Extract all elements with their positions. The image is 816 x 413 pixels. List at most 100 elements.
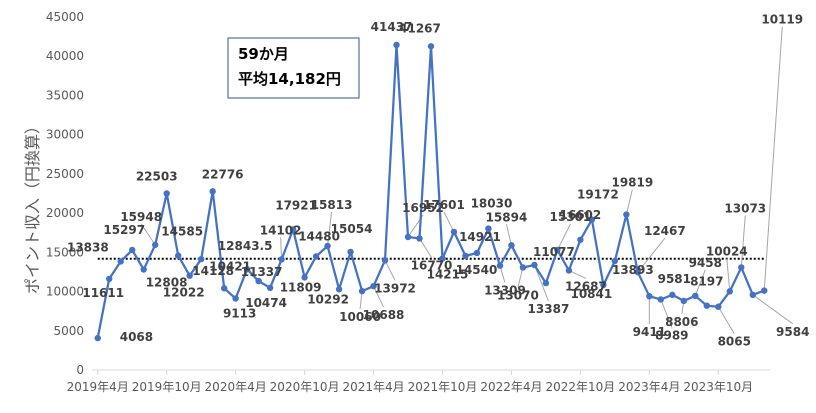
data-point <box>611 257 619 265</box>
x-tick-label: 2020年4月 <box>205 380 267 394</box>
data-point <box>439 255 446 262</box>
data-label: 12467 <box>644 224 686 238</box>
data-point <box>692 292 699 300</box>
data-label: 9584 <box>776 325 809 339</box>
data-label: 14480 <box>298 229 340 243</box>
data-label: 8806 <box>665 315 698 329</box>
data-point <box>197 255 205 263</box>
data-point <box>381 257 389 264</box>
data-series <box>94 41 768 342</box>
data-label: 22503 <box>136 169 178 183</box>
x-tick-label: 2023年10月 <box>683 380 753 394</box>
x-tick-label: 2019年4月 <box>67 380 129 394</box>
data-label: 17921 <box>275 198 317 212</box>
x-axis-ticks: 2019年4月 2019年10月 2020年4月 2020年10月 2021年4月 202… <box>67 370 753 394</box>
data-label: 15301 <box>550 210 592 224</box>
data-label: 14102 <box>260 223 302 237</box>
data-point <box>289 226 297 233</box>
data-label: 18030 <box>471 197 513 211</box>
y-tick-label: 10000 <box>46 285 84 299</box>
data-point <box>485 225 492 232</box>
data-label: 15813 <box>311 198 353 212</box>
label-leader-line <box>280 237 283 260</box>
data-label: 10060 <box>339 310 381 324</box>
label-leader-line <box>726 258 731 292</box>
label-leader-line <box>533 264 549 302</box>
label-leader-line <box>625 189 633 215</box>
data-point <box>761 287 768 294</box>
label-leader-line <box>763 26 783 291</box>
y-tick-label: 30000 <box>46 128 84 142</box>
label-leader-line <box>740 215 746 268</box>
data-point <box>358 287 366 295</box>
data-point <box>106 275 113 283</box>
data-label-latest: 10119 <box>761 13 803 27</box>
data-point <box>531 261 538 269</box>
label-leader-line <box>717 306 735 334</box>
data-point <box>588 216 596 223</box>
data-point <box>749 291 756 299</box>
data-label: 13070 <box>497 288 539 302</box>
data-label: 17601 <box>423 198 465 212</box>
data-point <box>634 269 642 276</box>
data-label: 10292 <box>307 292 349 306</box>
data-point <box>554 246 561 254</box>
data-label: 9458 <box>689 256 722 270</box>
y-tick-label: 40000 <box>46 49 84 63</box>
data-point <box>450 228 458 236</box>
data-point <box>255 277 262 285</box>
data-label: 11809 <box>280 280 322 294</box>
label-leader-line <box>517 267 524 288</box>
data-point <box>726 288 733 295</box>
data-point <box>738 264 745 271</box>
data-label: 14921 <box>459 230 501 244</box>
data-label: 22776 <box>202 167 244 181</box>
label-leader-line <box>443 211 455 233</box>
x-tick-label: 2023年4月 <box>618 380 680 394</box>
data-label: 8065 <box>718 335 751 349</box>
data-point <box>404 233 412 241</box>
data-label: 10024 <box>706 244 748 258</box>
data-label: 15054 <box>331 222 373 236</box>
data-point <box>140 266 147 273</box>
data-point <box>565 267 573 274</box>
data-point <box>427 43 435 50</box>
x-tick-label: 2020年10月 <box>270 380 340 394</box>
data-label: 10841 <box>570 287 612 301</box>
summary-note: 59か月 平均14,182円 <box>227 37 360 99</box>
data-label: 11077 <box>533 245 575 259</box>
data-point <box>657 296 665 303</box>
data-point <box>335 286 343 293</box>
data-label: 4068 <box>120 330 153 344</box>
data-point <box>393 41 400 49</box>
data-label: 41437 <box>371 20 413 34</box>
data-label: 15894 <box>486 210 528 224</box>
data-point <box>312 253 320 260</box>
label-leader-line <box>637 237 666 273</box>
data-labels: 4068 11611 13838 15297 12808 15948 22503 14585 1… <box>67 13 809 349</box>
y-tick-label: 35000 <box>46 88 84 102</box>
summary-note-average: 平均14,182円 <box>238 70 341 88</box>
data-label: 14215 <box>427 267 469 281</box>
data-point <box>669 291 676 299</box>
data-label: 13893 <box>612 263 654 277</box>
x-tick-label: 2021年10月 <box>408 380 478 394</box>
data-label: 11337 <box>241 265 283 279</box>
data-point <box>462 252 469 260</box>
data-label: 15297 <box>103 223 145 237</box>
data-point <box>416 235 423 242</box>
data-label: 13309 <box>484 284 526 298</box>
data-label: 16770 <box>411 258 453 272</box>
y-tick-label: 5000 <box>53 324 84 338</box>
data-label: 8197 <box>690 275 723 289</box>
data-point <box>94 334 101 342</box>
data-label: 8989 <box>655 328 688 342</box>
data-point <box>715 303 722 310</box>
data-label: 13387 <box>528 302 570 316</box>
data-point <box>301 274 308 281</box>
data-point <box>186 272 193 279</box>
y-tick-label: 0 <box>76 363 84 377</box>
data-label: 19172 <box>577 188 619 202</box>
summary-note-months: 59か月 <box>238 45 289 63</box>
